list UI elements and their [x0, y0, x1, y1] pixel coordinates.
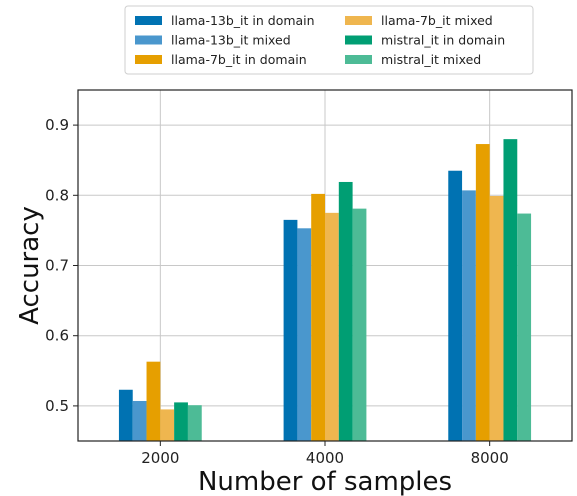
bar: [283, 219, 298, 441]
legend-label: llama-13b_it in domain: [171, 13, 315, 28]
legend-swatch: [345, 35, 372, 45]
legend-swatch: [345, 16, 372, 25]
x-tick-label: 2000: [141, 449, 179, 467]
bar: [160, 409, 175, 441]
x-tick-label: 8000: [471, 449, 509, 467]
y-tick-label: 0.8: [45, 186, 69, 204]
bar: [475, 144, 490, 441]
bar: [146, 361, 161, 441]
legend-box: [124, 5, 534, 75]
bar: [489, 196, 504, 441]
bar: [448, 170, 463, 442]
bar: [462, 190, 476, 441]
legend-label: llama-7b_it in domain: [171, 52, 307, 67]
bar: [325, 212, 339, 441]
legend-label: llama-13b_it mixed: [171, 33, 291, 48]
legend-swatch: [345, 55, 372, 64]
bars: [118, 139, 532, 442]
bar: [297, 228, 312, 441]
legend-label: mistral_it mixed: [381, 52, 481, 67]
bar: [352, 208, 367, 441]
legend-label: mistral_it in domain: [381, 33, 505, 48]
legend: llama-13b_it in domain llama-13b_it mixed…: [124, 5, 534, 75]
bar: [132, 400, 147, 441]
y-axis-label: Accuracy: [15, 206, 45, 325]
plot-frame: [77, 89, 573, 442]
x-tick-label: 4000: [306, 449, 344, 467]
bar: [503, 139, 518, 441]
bar: [118, 389, 133, 441]
bar: [187, 405, 202, 441]
y-tick-label: 0.9: [45, 116, 69, 134]
axes: 0.5 0.6 0.7 0.8 0.9 2000 4000 8000: [45, 89, 573, 467]
bar: [338, 181, 353, 441]
y-tick-label: 0.7: [45, 257, 69, 275]
y-tick-label: 0.6: [45, 327, 69, 345]
legend-label: llama-7b_it mixed: [381, 13, 493, 28]
bar: [174, 402, 188, 441]
bar: [311, 193, 325, 441]
legend-swatch: [135, 55, 162, 64]
y-tick-label: 0.5: [45, 397, 69, 415]
legend-swatch: [135, 16, 162, 25]
x-axis-label: Number of samples: [198, 467, 452, 496]
legend-swatch: [135, 35, 162, 45]
bar: [517, 213, 532, 441]
